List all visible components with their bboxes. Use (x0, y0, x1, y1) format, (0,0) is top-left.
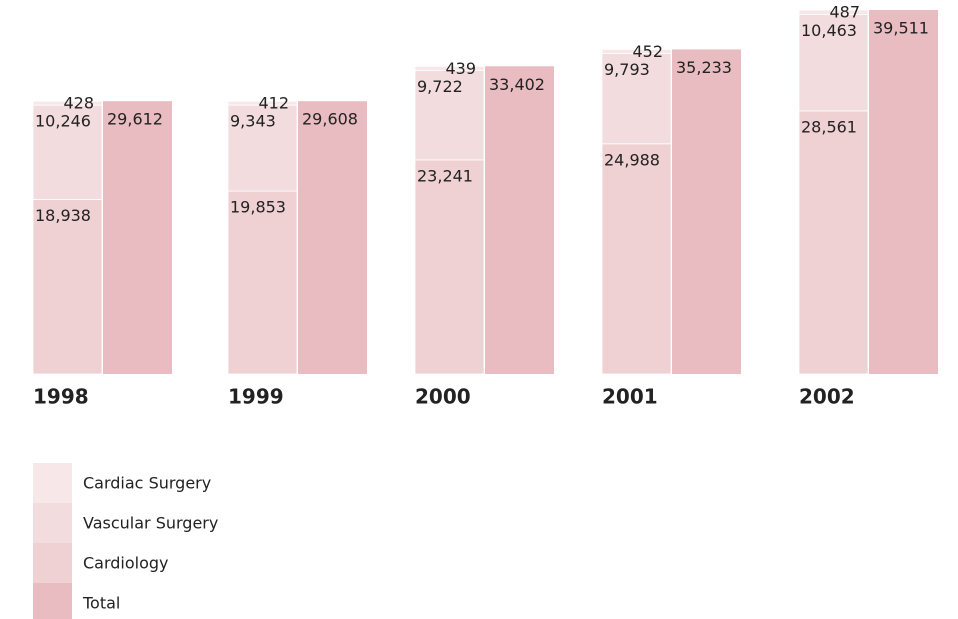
value-label: 412 (258, 94, 289, 113)
bar-total (103, 101, 172, 374)
value-label: 9,722 (417, 77, 463, 96)
legend-label: Cardiac Surgery (83, 474, 211, 493)
value-label: 428 (63, 94, 94, 113)
bar-total (869, 10, 938, 374)
value-label: 23,241 (417, 166, 473, 185)
bar-segment (32, 104, 103, 200)
value-label: 10,463 (801, 21, 857, 40)
legend-swatch (33, 503, 72, 543)
legend-label: Total (82, 594, 120, 613)
year-label: 2000 (415, 385, 471, 409)
value-label: 9,793 (604, 60, 650, 79)
value-label: 35,233 (676, 58, 732, 77)
year-label: 1999 (228, 385, 284, 409)
bar-segment (414, 69, 485, 161)
value-label: 29,608 (302, 110, 358, 129)
value-label: 452 (632, 42, 663, 61)
bar-segment (798, 110, 869, 375)
bar-segment (601, 49, 672, 54)
bar-segment (32, 100, 103, 106)
year-label: 2001 (602, 385, 658, 409)
value-label: 28,561 (801, 117, 857, 136)
bar-segment (227, 104, 298, 192)
bar-segment (798, 14, 869, 112)
year-label: 2002 (799, 385, 855, 409)
value-label: 29,612 (107, 110, 163, 129)
legend-swatch (33, 543, 72, 583)
year-label: 1998 (33, 385, 89, 409)
bar-segment (227, 100, 298, 106)
value-label: 9,343 (230, 112, 276, 131)
value-label: 39,511 (873, 19, 929, 38)
value-label: 19,853 (230, 198, 286, 217)
legend-swatch (33, 463, 72, 503)
legend-swatch (33, 583, 72, 619)
bar-segment (414, 159, 485, 375)
legend-label: Vascular Surgery (83, 514, 218, 533)
bar-segment (32, 199, 103, 375)
value-label: 24,988 (604, 150, 660, 169)
bar-segment (227, 190, 298, 375)
bar-segment (798, 9, 869, 15)
bar-total (672, 49, 741, 374)
value-label: 33,402 (489, 75, 545, 94)
value-label: 18,938 (35, 206, 91, 225)
value-label: 439 (445, 59, 476, 78)
bar-segment (414, 65, 485, 71)
bar-total (298, 101, 367, 375)
value-label: 10,246 (35, 112, 91, 131)
value-label: 487 (829, 3, 860, 22)
legend-label: Cardiology (83, 554, 169, 573)
bar-segment (601, 143, 672, 375)
bar-total (485, 66, 554, 375)
